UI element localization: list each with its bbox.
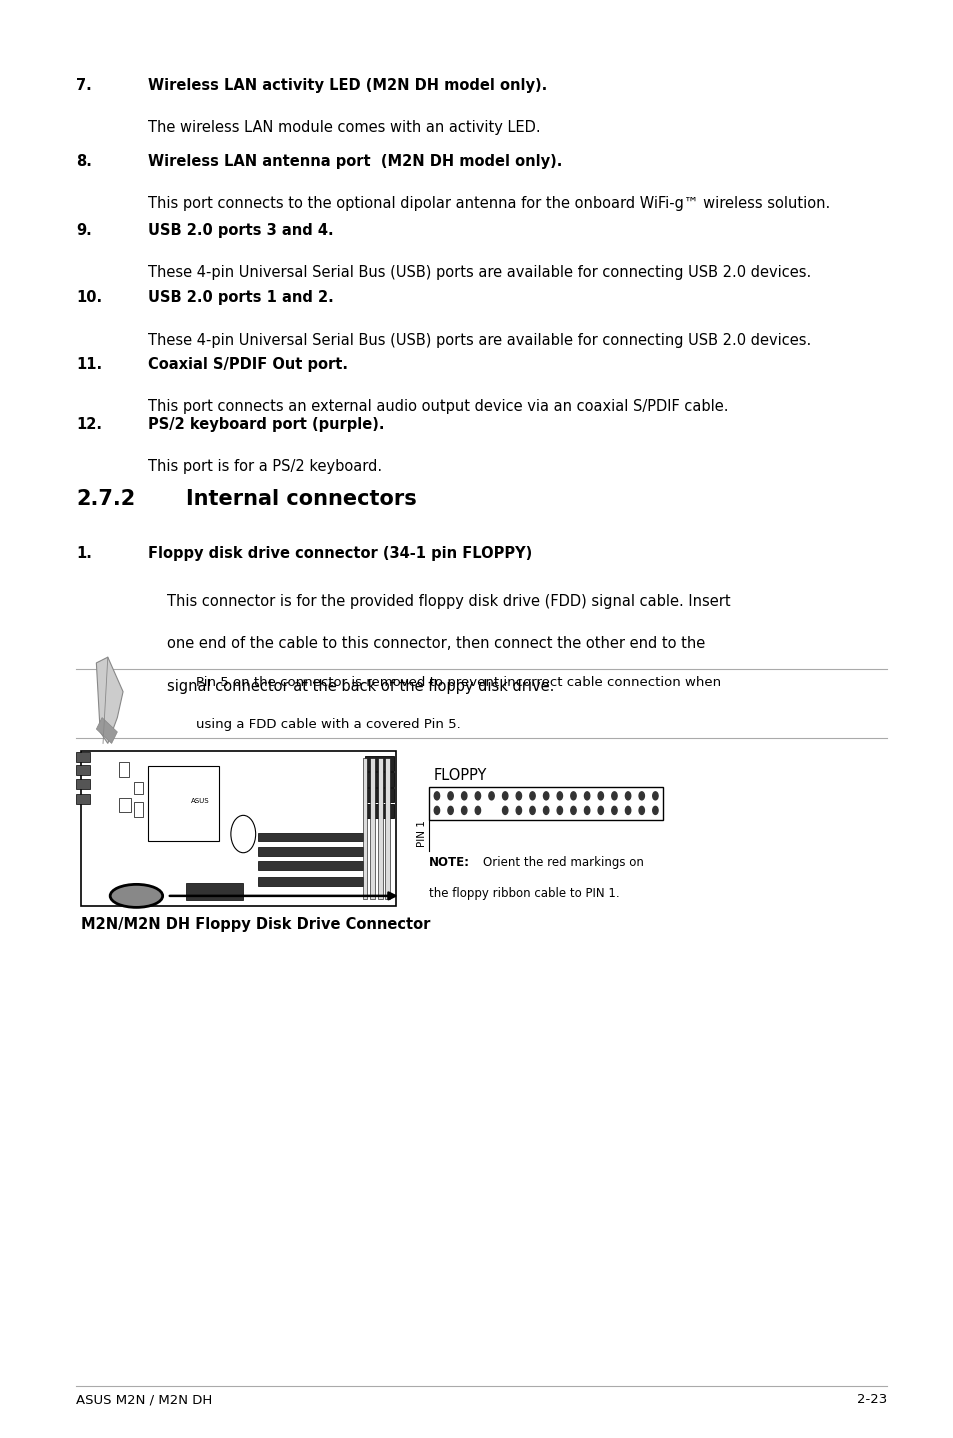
Bar bbox=[148, 766, 219, 841]
Text: Pin 5 on the connector is removed to prevent incorrect cable connection when: Pin 5 on the connector is removed to pre… bbox=[195, 676, 720, 689]
Bar bbox=[377, 758, 382, 899]
Text: ASUS M2N / M2N DH: ASUS M2N / M2N DH bbox=[76, 1393, 213, 1406]
Text: 7.: 7. bbox=[76, 78, 92, 92]
Text: 2.7.2: 2.7.2 bbox=[76, 489, 135, 509]
Text: This port is for a PS/2 keyboard.: This port is for a PS/2 keyboard. bbox=[148, 460, 381, 475]
Circle shape bbox=[502, 792, 507, 800]
Text: PS/2 keyboard port (purple).: PS/2 keyboard port (purple). bbox=[148, 417, 384, 431]
Text: This port connects to the optional dipolar antenna for the onboard WiFi-g™ wirel: This port connects to the optional dipol… bbox=[148, 197, 829, 211]
Text: This port connects an external audio output device via an coaxial S/PDIF cable.: This port connects an external audio out… bbox=[148, 398, 727, 414]
Text: Floppy disk drive connector (34-1 pin FLOPPY): Floppy disk drive connector (34-1 pin FL… bbox=[148, 546, 532, 561]
Circle shape bbox=[529, 792, 535, 800]
Text: 9.: 9. bbox=[76, 223, 92, 237]
Ellipse shape bbox=[110, 884, 162, 907]
Circle shape bbox=[639, 792, 643, 800]
Circle shape bbox=[448, 807, 453, 814]
Text: Wireless LAN antenna port  (M2N DH model only).: Wireless LAN antenna port (M2N DH model … bbox=[148, 154, 561, 168]
Bar bbox=[119, 762, 129, 777]
Bar bbox=[257, 847, 362, 856]
Circle shape bbox=[557, 792, 562, 800]
Bar bbox=[257, 833, 362, 841]
Text: Internal connectors: Internal connectors bbox=[186, 489, 416, 509]
Text: NOTE:: NOTE: bbox=[429, 856, 470, 869]
Bar bbox=[76, 794, 90, 804]
Text: This connector is for the provided floppy disk drive (FDD) signal cable. Insert: This connector is for the provided flopp… bbox=[167, 594, 730, 608]
Circle shape bbox=[557, 807, 562, 814]
Text: signal connector at the back of the floppy disk drive.: signal connector at the back of the flop… bbox=[167, 679, 554, 693]
Bar bbox=[81, 751, 395, 906]
Circle shape bbox=[543, 807, 548, 814]
Text: Wireless LAN activity LED (M2N DH model only).: Wireless LAN activity LED (M2N DH model … bbox=[148, 78, 547, 92]
Circle shape bbox=[598, 807, 603, 814]
Circle shape bbox=[652, 807, 658, 814]
Bar bbox=[385, 758, 390, 899]
Circle shape bbox=[584, 792, 589, 800]
Text: USB 2.0 ports 3 and 4.: USB 2.0 ports 3 and 4. bbox=[148, 223, 334, 237]
Circle shape bbox=[652, 792, 658, 800]
Text: 12.: 12. bbox=[76, 417, 102, 431]
Text: 8.: 8. bbox=[76, 154, 92, 168]
Bar bbox=[365, 756, 394, 771]
Text: These 4-pin Universal Serial Bus (USB) ports are available for connecting USB 2.: These 4-pin Universal Serial Bus (USB) p… bbox=[148, 334, 810, 348]
Text: 1.: 1. bbox=[76, 546, 92, 561]
Bar bbox=[133, 782, 143, 794]
Text: using a FDD cable with a covered Pin 5.: using a FDD cable with a covered Pin 5. bbox=[195, 718, 460, 732]
Circle shape bbox=[516, 807, 521, 814]
Circle shape bbox=[488, 792, 494, 800]
Circle shape bbox=[475, 792, 480, 800]
Text: FLOPPY: FLOPPY bbox=[434, 768, 487, 782]
Text: PIN 1: PIN 1 bbox=[416, 820, 426, 847]
Bar bbox=[370, 758, 375, 899]
Circle shape bbox=[448, 792, 453, 800]
Text: These 4-pin Universal Serial Bus (USB) ports are available for connecting USB 2.: These 4-pin Universal Serial Bus (USB) p… bbox=[148, 265, 810, 280]
Text: Coaxial S/PDIF Out port.: Coaxial S/PDIF Out port. bbox=[148, 357, 348, 371]
Bar bbox=[76, 779, 90, 789]
Circle shape bbox=[529, 807, 535, 814]
Bar bbox=[257, 861, 362, 870]
Circle shape bbox=[584, 807, 589, 814]
Text: one end of the cable to this connector, then connect the other end to the: one end of the cable to this connector, … bbox=[167, 637, 704, 651]
Bar bbox=[186, 883, 243, 900]
Polygon shape bbox=[96, 657, 123, 743]
Text: the floppy ribbon cable to PIN 1.: the floppy ribbon cable to PIN 1. bbox=[429, 887, 619, 900]
Circle shape bbox=[639, 807, 643, 814]
Circle shape bbox=[611, 807, 617, 814]
Text: M2N/M2N DH Floppy Disk Drive Connector: M2N/M2N DH Floppy Disk Drive Connector bbox=[81, 917, 430, 932]
Bar bbox=[119, 798, 131, 812]
Circle shape bbox=[570, 807, 576, 814]
Circle shape bbox=[570, 792, 576, 800]
Bar bbox=[362, 758, 367, 899]
Bar bbox=[76, 765, 90, 775]
Text: The wireless LAN module comes with an activity LED.: The wireless LAN module comes with an ac… bbox=[148, 121, 540, 135]
Text: 2-23: 2-23 bbox=[856, 1393, 886, 1406]
Text: USB 2.0 ports 1 and 2.: USB 2.0 ports 1 and 2. bbox=[148, 290, 334, 305]
Bar bbox=[365, 788, 394, 802]
Bar bbox=[365, 772, 394, 787]
Circle shape bbox=[461, 792, 466, 800]
Bar bbox=[365, 804, 394, 818]
Bar bbox=[257, 877, 362, 886]
Bar bbox=[429, 787, 662, 820]
Circle shape bbox=[516, 792, 521, 800]
Circle shape bbox=[625, 792, 630, 800]
Circle shape bbox=[434, 792, 439, 800]
Bar bbox=[133, 802, 143, 817]
Circle shape bbox=[461, 807, 466, 814]
Text: 11.: 11. bbox=[76, 357, 102, 371]
Circle shape bbox=[475, 807, 480, 814]
Polygon shape bbox=[96, 718, 117, 743]
Circle shape bbox=[231, 815, 255, 853]
Circle shape bbox=[543, 792, 548, 800]
Circle shape bbox=[611, 792, 617, 800]
Text: ASUS: ASUS bbox=[191, 798, 210, 804]
Circle shape bbox=[625, 807, 630, 814]
Circle shape bbox=[502, 807, 507, 814]
Bar bbox=[76, 752, 90, 762]
Text: 10.: 10. bbox=[76, 290, 102, 305]
Circle shape bbox=[598, 792, 603, 800]
Circle shape bbox=[434, 807, 439, 814]
Text: Orient the red markings on: Orient the red markings on bbox=[482, 856, 643, 869]
